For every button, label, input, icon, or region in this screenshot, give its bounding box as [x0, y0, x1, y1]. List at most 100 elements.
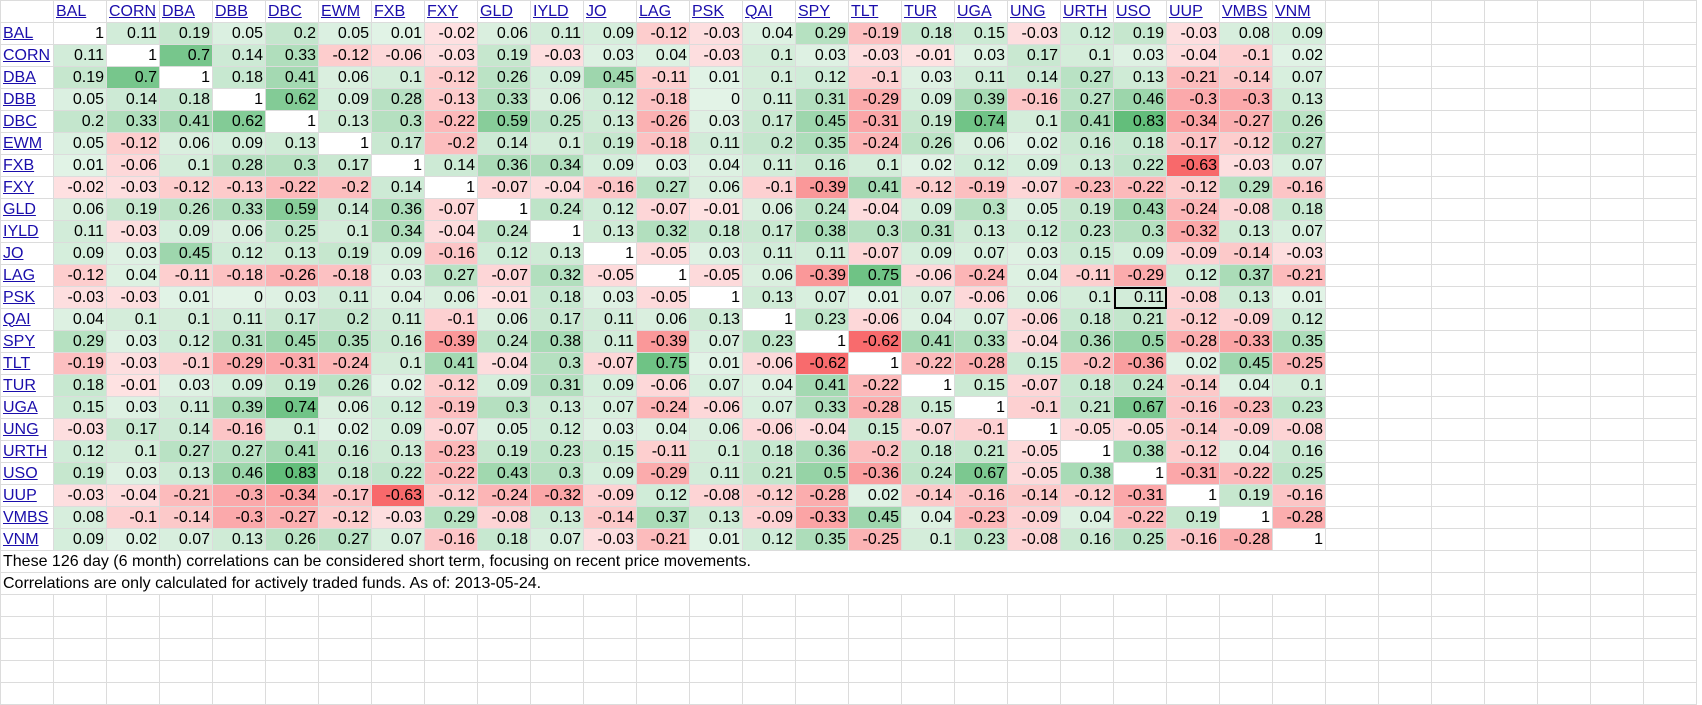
empty-cell[interactable]: [1484, 616, 1538, 639]
empty-cell[interactable]: [1643, 550, 1697, 573]
correlation-cell[interactable]: 0.27: [1060, 66, 1114, 89]
correlation-cell[interactable]: 0.37: [636, 506, 690, 529]
correlation-cell[interactable]: 0.38: [530, 330, 584, 353]
correlation-cell[interactable]: 0.13: [954, 220, 1008, 243]
empty-cell[interactable]: [1537, 264, 1591, 287]
empty-cell[interactable]: [1537, 594, 1591, 617]
empty-cell[interactable]: [371, 638, 425, 661]
column-header-lag[interactable]: LAG: [636, 0, 690, 23]
column-header-dbc[interactable]: DBC: [265, 0, 319, 23]
correlation-cell[interactable]: 0.12: [954, 154, 1008, 177]
correlation-cell[interactable]: -0.63: [371, 484, 425, 507]
empty-cell[interactable]: [1431, 352, 1485, 375]
correlation-cell[interactable]: -0.19: [53, 352, 107, 375]
correlation-cell[interactable]: 0.27: [1272, 132, 1326, 155]
correlation-cell[interactable]: -0.07: [477, 264, 531, 287]
correlation-cell[interactable]: 0.01: [1272, 286, 1326, 309]
correlation-cell[interactable]: -0.13: [424, 88, 478, 111]
correlation-cell[interactable]: -0.31: [1166, 462, 1220, 485]
empty-cell[interactable]: [1537, 550, 1591, 573]
empty-cell[interactable]: [1590, 0, 1644, 23]
correlation-cell[interactable]: 0.11: [583, 308, 637, 331]
correlation-cell[interactable]: 0.31: [901, 220, 955, 243]
empty-cell[interactable]: [1431, 132, 1485, 155]
correlation-cell[interactable]: -0.24: [954, 264, 1008, 287]
correlation-cell[interactable]: -0.63: [1166, 154, 1220, 177]
correlation-cell[interactable]: 0.06: [477, 22, 531, 45]
correlation-cell[interactable]: -0.09: [1219, 418, 1273, 441]
correlation-cell[interactable]: 0.31: [795, 88, 849, 111]
correlation-cell[interactable]: 0.1: [530, 132, 584, 155]
empty-cell[interactable]: [1590, 396, 1644, 419]
correlation-cell[interactable]: 0.1: [848, 154, 902, 177]
correlation-cell[interactable]: 0.03: [106, 396, 160, 419]
correlation-cell[interactable]: 0.03: [1113, 44, 1167, 67]
correlation-cell[interactable]: 0.09: [1272, 22, 1326, 45]
correlation-cell[interactable]: 0.04: [901, 506, 955, 529]
empty-cell[interactable]: [371, 682, 425, 705]
empty-cell[interactable]: [371, 594, 425, 617]
correlation-cell[interactable]: 0.2: [53, 110, 107, 133]
correlation-cell[interactable]: 0.83: [265, 462, 319, 485]
correlation-cell[interactable]: -0.12: [318, 44, 372, 67]
correlation-cell[interactable]: 0.18: [159, 88, 213, 111]
correlation-cell[interactable]: -0.28: [1272, 506, 1326, 529]
column-header-corn[interactable]: CORN: [106, 0, 160, 23]
correlation-cell[interactable]: 0.09: [1113, 242, 1167, 265]
correlation-cell[interactable]: -0.03: [1219, 154, 1273, 177]
correlation-cell[interactable]: 0.07: [954, 308, 1008, 331]
correlation-cell[interactable]: -0.09: [1166, 242, 1220, 265]
correlation-cell[interactable]: 0.03: [954, 44, 1008, 67]
correlation-cell[interactable]: 0.25: [1113, 528, 1167, 551]
correlation-cell[interactable]: -0.12: [424, 484, 478, 507]
correlation-cell[interactable]: 0.7: [159, 44, 213, 67]
ticker-link[interactable]: BAL: [3, 24, 34, 42]
empty-cell[interactable]: [1007, 638, 1061, 661]
empty-cell[interactable]: [1590, 264, 1644, 287]
correlation-cell[interactable]: -0.3: [212, 506, 266, 529]
correlation-cell[interactable]: 0.23: [1272, 396, 1326, 419]
empty-cell[interactable]: [1431, 462, 1485, 485]
correlation-cell[interactable]: 0.34: [371, 220, 425, 243]
correlation-cell[interactable]: 0.32: [530, 264, 584, 287]
empty-cell[interactable]: [1431, 682, 1485, 705]
correlation-cell[interactable]: -0.22: [1113, 506, 1167, 529]
correlation-cell[interactable]: -0.09: [742, 506, 796, 529]
empty-cell[interactable]: [1590, 110, 1644, 133]
empty-cell[interactable]: [1484, 132, 1538, 155]
empty-cell[interactable]: [1537, 154, 1591, 177]
row-header-dba[interactable]: DBA: [0, 66, 54, 89]
correlation-cell[interactable]: -0.12: [636, 22, 690, 45]
correlation-cell[interactable]: 0.17: [530, 308, 584, 331]
correlation-cell[interactable]: 0.07: [583, 396, 637, 419]
empty-cell[interactable]: [1431, 660, 1485, 683]
correlation-cell[interactable]: -0.29: [212, 352, 266, 375]
correlation-cell[interactable]: 0.39: [954, 88, 1008, 111]
row-header-spy[interactable]: SPY: [0, 330, 54, 353]
correlation-cell[interactable]: 0.3: [371, 110, 425, 133]
correlation-cell[interactable]: 0.26: [265, 528, 319, 551]
correlation-cell[interactable]: -0.04: [106, 484, 160, 507]
empty-cell[interactable]: [1643, 88, 1697, 111]
correlation-cell[interactable]: 0.04: [1060, 506, 1114, 529]
correlation-cell[interactable]: 0.19: [265, 374, 319, 397]
empty-cell[interactable]: [583, 616, 637, 639]
correlation-cell[interactable]: -0.09: [1007, 506, 1061, 529]
correlation-cell[interactable]: 0.12: [1007, 220, 1061, 243]
empty-cell[interactable]: [795, 660, 849, 683]
correlation-cell[interactable]: 0: [212, 286, 266, 309]
correlation-cell[interactable]: -0.14: [1219, 242, 1273, 265]
empty-cell[interactable]: [0, 616, 54, 639]
empty-cell[interactable]: [1378, 308, 1432, 331]
correlation-cell[interactable]: 1: [1166, 484, 1220, 507]
correlation-cell[interactable]: 0.22: [1113, 154, 1167, 177]
empty-cell[interactable]: [1484, 550, 1538, 573]
empty-cell[interactable]: [1643, 638, 1697, 661]
row-header-bal[interactable]: BAL: [0, 22, 54, 45]
correlation-cell[interactable]: 0.36: [477, 154, 531, 177]
empty-cell[interactable]: [1537, 440, 1591, 463]
empty-cell[interactable]: [1378, 352, 1432, 375]
correlation-cell[interactable]: 0.13: [265, 242, 319, 265]
empty-cell[interactable]: [1431, 264, 1485, 287]
correlation-cell[interactable]: 0.19: [901, 110, 955, 133]
